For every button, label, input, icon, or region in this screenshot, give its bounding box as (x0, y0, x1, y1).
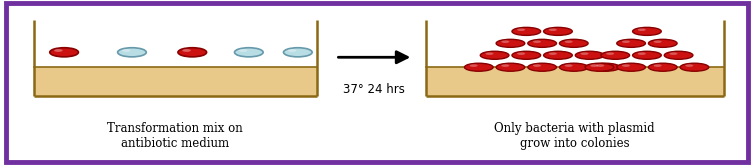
Text: Transformation mix on
antibiotic medium: Transformation mix on antibiotic medium (107, 122, 243, 150)
Ellipse shape (549, 28, 556, 31)
Ellipse shape (486, 52, 493, 55)
Ellipse shape (622, 40, 630, 43)
Ellipse shape (496, 39, 525, 47)
Ellipse shape (654, 64, 661, 67)
Ellipse shape (617, 39, 645, 47)
Ellipse shape (633, 27, 661, 35)
Text: 37° 24 hrs: 37° 24 hrs (343, 83, 406, 96)
Ellipse shape (470, 64, 477, 67)
Ellipse shape (549, 52, 556, 55)
Ellipse shape (528, 39, 556, 47)
Ellipse shape (581, 52, 588, 55)
Ellipse shape (591, 63, 620, 71)
Ellipse shape (118, 48, 146, 57)
Ellipse shape (528, 63, 556, 71)
Ellipse shape (685, 64, 693, 67)
Ellipse shape (559, 39, 588, 47)
Ellipse shape (480, 51, 509, 59)
Ellipse shape (585, 63, 614, 71)
Ellipse shape (638, 52, 645, 55)
Ellipse shape (617, 63, 645, 71)
Ellipse shape (590, 64, 598, 67)
Ellipse shape (512, 51, 541, 59)
Ellipse shape (670, 52, 677, 55)
Ellipse shape (596, 64, 604, 67)
Ellipse shape (182, 49, 191, 52)
Ellipse shape (648, 39, 677, 47)
Ellipse shape (544, 27, 572, 35)
Ellipse shape (517, 28, 525, 31)
Ellipse shape (633, 51, 661, 59)
Ellipse shape (648, 63, 677, 71)
Ellipse shape (178, 48, 207, 57)
Ellipse shape (565, 40, 572, 43)
Ellipse shape (512, 27, 541, 35)
Ellipse shape (533, 64, 541, 67)
Ellipse shape (575, 51, 604, 59)
Ellipse shape (496, 63, 525, 71)
Ellipse shape (654, 40, 661, 43)
Ellipse shape (234, 48, 263, 57)
Ellipse shape (559, 63, 588, 71)
Ellipse shape (517, 52, 525, 55)
Ellipse shape (680, 63, 709, 71)
Ellipse shape (601, 51, 630, 59)
Ellipse shape (54, 49, 63, 52)
Bar (34, 20, 317, 67)
Ellipse shape (664, 51, 693, 59)
Ellipse shape (544, 51, 572, 59)
Bar (426, 20, 724, 67)
Ellipse shape (239, 49, 247, 52)
Ellipse shape (50, 48, 78, 57)
Ellipse shape (501, 64, 509, 67)
Ellipse shape (533, 40, 541, 43)
Ellipse shape (622, 64, 630, 67)
Ellipse shape (565, 64, 572, 67)
Ellipse shape (122, 49, 130, 52)
Ellipse shape (638, 28, 645, 31)
Bar (426, 67, 724, 96)
Ellipse shape (501, 40, 509, 43)
Ellipse shape (606, 52, 614, 55)
Ellipse shape (288, 49, 296, 52)
Text: Only bacteria with plasmid
grow into colonies: Only bacteria with plasmid grow into col… (494, 122, 655, 150)
Ellipse shape (464, 63, 493, 71)
Bar (34, 67, 317, 96)
Ellipse shape (284, 48, 312, 57)
